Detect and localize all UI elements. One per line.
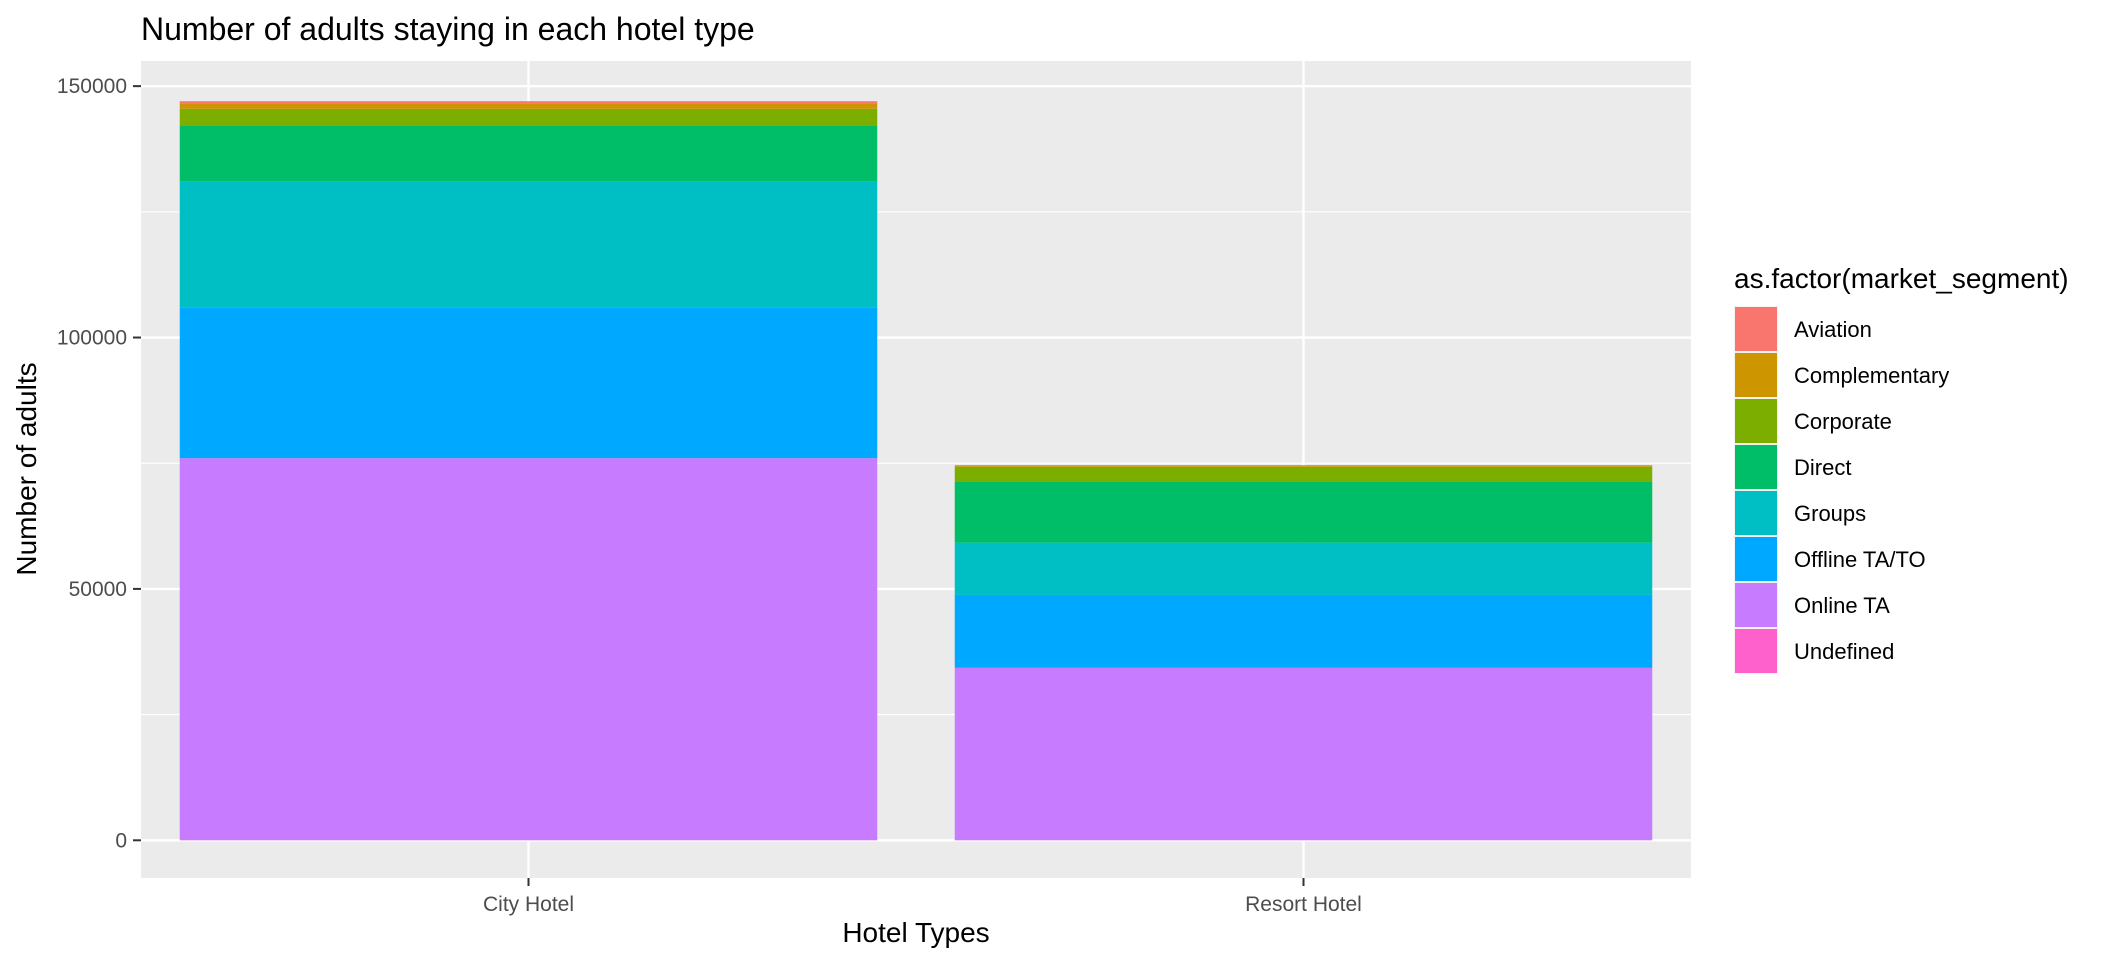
bar-segments: City Hotel — Online TA: 76000City Hotel …: [179, 101, 1653, 841]
bar-segment-direct: Resort Hotel — Direct: 12200: [954, 481, 1653, 543]
y-tick-label: 100000: [57, 327, 127, 350]
y-axis-title: Number of adults: [11, 362, 42, 575]
legend-label: Direct: [1794, 455, 1851, 480]
legend-label: Offline TA/TO: [1794, 547, 1926, 572]
bar-segment-online-ta: Resort Hotel — Online TA: 34300: [954, 667, 1653, 841]
legend-key-swatch: [1735, 583, 1777, 627]
bar-segment-corporate: Resort Hotel — Corporate: 2900: [954, 466, 1653, 482]
legend-key-swatch: [1735, 307, 1777, 351]
bar-segment-offline-ta-to: City Hotel — Offline TA/TO: 30000: [179, 307, 878, 459]
legend-key-swatch: [1735, 353, 1777, 397]
legend-label: Undefined: [1794, 639, 1894, 664]
legend-key-swatch: [1735, 399, 1777, 443]
x-tick-label: Resort Hotel: [1245, 893, 1362, 916]
legend-label: Groups: [1794, 501, 1866, 526]
bar-segment-groups: City Hotel — Groups: 25000: [179, 181, 878, 308]
y-tick-label: 150000: [57, 75, 127, 98]
legend-label: Complementary: [1794, 363, 1949, 388]
bar-segment-corporate: City Hotel — Corporate: 3300: [179, 108, 878, 126]
legend-title: as.factor(market_segment): [1734, 263, 2069, 294]
bar-segment-aviation: City Hotel — Aviation: 400: [179, 101, 878, 104]
x-axis-title: Hotel Types: [842, 917, 989, 948]
bar-segment-complementary: City Hotel — Complementary: 1100: [179, 103, 878, 109]
x-tick-label: City Hotel: [483, 893, 574, 916]
legend-key-swatch: [1735, 537, 1777, 581]
legend-label: Aviation: [1794, 317, 1872, 342]
bar-segment-online-ta: City Hotel — Online TA: 76000: [179, 458, 878, 841]
bar-segment-direct: City Hotel — Direct: 11200: [179, 125, 878, 182]
legend-key-swatch: [1735, 445, 1777, 489]
legend-label: Corporate: [1794, 409, 1892, 434]
legend: as.factor(market_segment) Aviation Comple…: [1734, 263, 2069, 674]
chart-title: Number of adults staying in each hotel t…: [141, 11, 755, 47]
y-tick-label: 50000: [69, 578, 127, 601]
bar-segment-complementary: Resort Hotel — Complementary: 300: [954, 465, 1653, 467]
axes: 0 50000 100000 150000 City Hotel Resort Hotel: [57, 75, 1362, 916]
bar-segment-offline-ta-to: Resort Hotel — Offline TA/TO: 14500: [954, 594, 1653, 668]
y-tick-label: 0: [115, 829, 127, 852]
legend-label: Online TA: [1794, 593, 1890, 618]
bar-segment-groups: Resort Hotel — Groups: 10400: [954, 542, 1653, 595]
legend-key-swatch: [1735, 491, 1777, 535]
legend-key-swatch: [1735, 629, 1777, 673]
